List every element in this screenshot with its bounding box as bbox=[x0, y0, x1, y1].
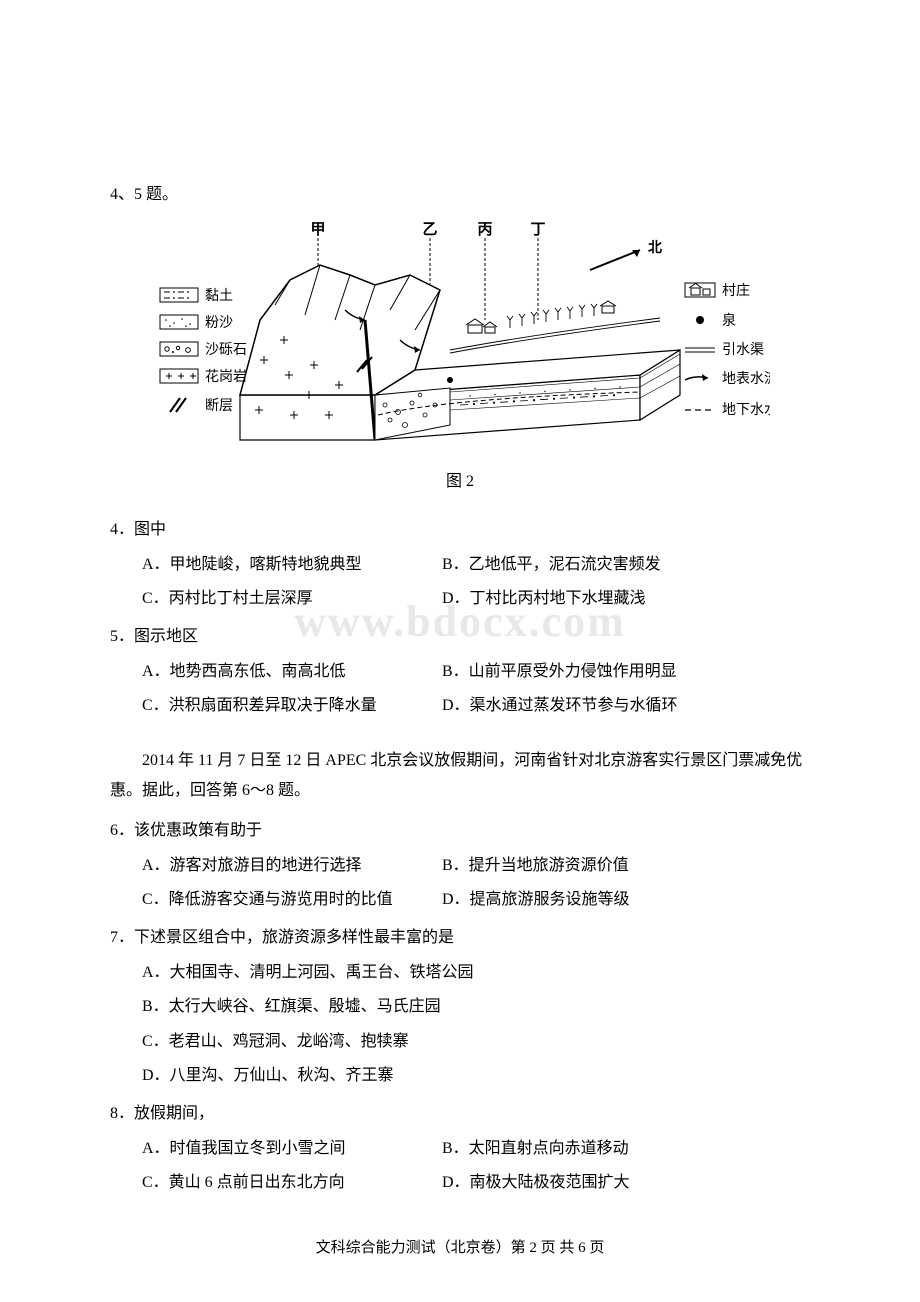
q8-option-b: B．太阳直射点向赤道移动 bbox=[442, 1134, 810, 1164]
q5-option-d: D．渠水通过蒸发环节参与水循环 bbox=[442, 691, 810, 721]
svg-text:花岗岩: 花岗岩 bbox=[205, 369, 247, 385]
question-4: 4．图中 A．甲地陡峻，喀斯特地貌典型 B．乙地低平，泥石流灾害频发 C．丙村比… bbox=[110, 515, 810, 614]
q4-option-b: B．乙地低平，泥石流灾害频发 bbox=[442, 550, 810, 580]
village-bing bbox=[466, 319, 497, 333]
svg-text:断层: 断层 bbox=[205, 398, 233, 414]
q7-option-d: D．八里沟、万仙山、秋沟、齐王寨 bbox=[142, 1061, 810, 1091]
q7-option-c: C．老君山、鸡冠洞、龙峪湾、抱犊寨 bbox=[142, 1027, 810, 1057]
question-7: 7．下述景区组合中，旅游资源多样性最丰富的是 A．大相国寺、清明上河园、禹王台、… bbox=[110, 923, 810, 1091]
question-6: 6．该优惠政策有助于 A．游客对旅游目的地进行选择 B．提升当地旅游资源价值 C… bbox=[110, 816, 810, 915]
question-5: 5．图示地区 A．地势西高东低、南高北低 B．山前平原受外力侵蚀作用明显 C．洪… bbox=[110, 622, 810, 721]
page-content: 4、5 题。 甲 乙 丙 丁 北 bbox=[110, 180, 810, 1199]
legend-left: 黏土 粉沙 沙砾石 花岗岩 bbox=[160, 288, 247, 414]
q7-option-b: B．太行大峡谷、红旗渠、殷墟、马氏庄园 bbox=[142, 992, 810, 1022]
svg-text:北: 北 bbox=[648, 240, 662, 256]
q4-option-c: C．丙村比丁村土层深厚 bbox=[142, 584, 442, 614]
label-ding: 丁 bbox=[530, 222, 545, 238]
q4-option-d: D．丁村比丙村地下水埋藏浅 bbox=[442, 584, 810, 614]
svg-text:黏土: 黏土 bbox=[205, 288, 233, 304]
north-arrow: 北 bbox=[590, 240, 662, 270]
q5-stem: 5．图示地区 bbox=[110, 622, 810, 652]
svg-text:村庄: 村庄 bbox=[722, 282, 750, 299]
page-footer: 文科综合能力测试（北京卷）第 2 页 共 6 页 bbox=[0, 1234, 920, 1263]
q6-option-d: D．提高旅游服务设施等级 bbox=[442, 885, 810, 915]
figure-2-caption: 图 2 bbox=[110, 467, 810, 497]
q8-option-a: A．时值我国立冬到小雪之间 bbox=[142, 1134, 442, 1164]
geology-diagram-svg: 甲 乙 丙 丁 北 bbox=[150, 220, 770, 450]
village-ding bbox=[600, 301, 616, 313]
figure-2: 甲 乙 丙 丁 北 bbox=[110, 220, 810, 461]
q7-stem: 7．下述景区组合中，旅游资源多样性最丰富的是 bbox=[110, 923, 810, 953]
q4-option-a: A．甲地陡峻，喀斯特地貌典型 bbox=[142, 550, 442, 580]
svg-text:沙砾石: 沙砾石 bbox=[205, 342, 247, 358]
q6-option-a: A．游客对旅游目的地进行选择 bbox=[142, 851, 442, 881]
legend-right: 村庄 泉 引水渠 地表水流向 地下水水位 bbox=[685, 282, 770, 418]
label-bing: 丙 bbox=[477, 221, 492, 238]
svg-text:地下水水位: 地下水水位 bbox=[722, 402, 770, 418]
svg-text:粉沙: 粉沙 bbox=[205, 315, 233, 331]
spring-dot bbox=[447, 377, 453, 383]
q5-option-b: B．山前平原受外力侵蚀作用明显 bbox=[442, 657, 810, 687]
q8-stem: 8．放假期间， bbox=[110, 1099, 810, 1129]
passage-q6-8: 2014 年 11 月 7 日至 12 日 APEC 北京会议放假期间，河南省针… bbox=[110, 746, 810, 807]
svg-text:泉: 泉 bbox=[722, 312, 736, 329]
label-yi: 乙 bbox=[422, 222, 437, 238]
q6-option-b: B．提升当地旅游资源价值 bbox=[442, 851, 810, 881]
svg-text:引水渠: 引水渠 bbox=[722, 342, 764, 358]
q5-option-a: A．地势西高东低、南高北低 bbox=[142, 657, 442, 687]
q6-stem: 6．该优惠政策有助于 bbox=[110, 816, 810, 846]
svg-text:地表水流向: 地表水流向 bbox=[722, 371, 770, 387]
q8-option-d: D．南极大陆极夜范围扩大 bbox=[442, 1168, 810, 1198]
q6-option-c: C．降低游客交通与游览用时的比值 bbox=[142, 885, 442, 915]
q7-option-a: A．大相国寺、清明上河园、禹王台、铁塔公园 bbox=[142, 958, 810, 988]
q5-option-c: C．洪积扇面积差异取决于降水量 bbox=[142, 691, 442, 721]
q4-stem: 4．图中 bbox=[110, 515, 810, 545]
q8-option-c: C．黄山 6 点前日出东北方向 bbox=[142, 1168, 442, 1198]
question-8: 8．放假期间， A．时值我国立冬到小雪之间 B．太阳直射点向赤道移动 C．黄山 … bbox=[110, 1099, 810, 1198]
intro-continued-text: 4、5 题。 bbox=[110, 180, 810, 210]
label-jia: 甲 bbox=[310, 221, 325, 238]
